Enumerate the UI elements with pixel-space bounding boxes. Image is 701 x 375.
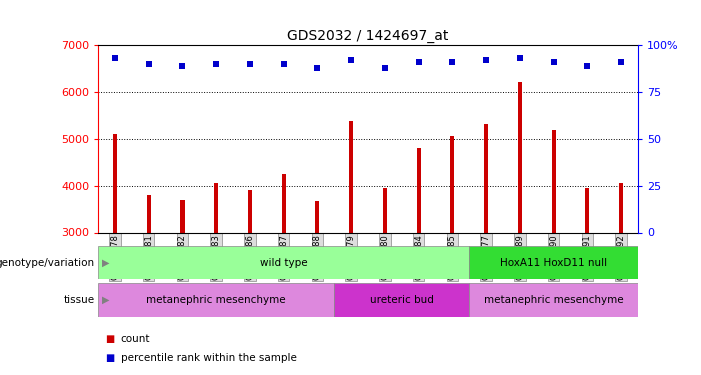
Bar [484, 124, 488, 232]
Bar [113, 134, 117, 232]
Bar [469, 283, 638, 317]
Bar [619, 183, 623, 232]
Bar [416, 148, 421, 232]
Point [143, 61, 154, 67]
Title: GDS2032 / 1424697_at: GDS2032 / 1424697_at [287, 28, 449, 43]
Point [413, 59, 424, 65]
Bar [248, 190, 252, 232]
Bar [383, 188, 387, 232]
Point [210, 61, 222, 67]
Point [379, 64, 390, 70]
Text: percentile rank within the sample: percentile rank within the sample [121, 353, 297, 363]
Bar [349, 121, 353, 232]
Point [515, 55, 526, 61]
Bar [334, 283, 469, 317]
Point [346, 57, 357, 63]
Text: HoxA11 HoxD11 null: HoxA11 HoxD11 null [500, 258, 607, 267]
Text: ▶: ▶ [102, 295, 109, 305]
Bar [518, 82, 522, 232]
Text: ureteric bud: ureteric bud [370, 295, 434, 305]
Bar [552, 130, 556, 232]
Text: ▶: ▶ [102, 258, 109, 267]
Text: genotype/variation: genotype/variation [0, 258, 95, 267]
Point [278, 61, 290, 67]
Bar [147, 195, 151, 232]
Point [245, 61, 256, 67]
Bar [315, 201, 320, 232]
Bar [215, 183, 218, 232]
Point [582, 63, 593, 69]
Text: wild type: wild type [260, 258, 308, 267]
Point [480, 57, 491, 63]
Point [312, 64, 323, 70]
Point [177, 63, 188, 69]
Bar [469, 246, 638, 279]
Point [615, 59, 627, 65]
Text: tissue: tissue [64, 295, 95, 305]
Text: metanephric mesenchyme: metanephric mesenchyme [147, 295, 286, 305]
Bar [98, 246, 469, 279]
Point [548, 59, 559, 65]
Point [447, 59, 458, 65]
Bar [180, 200, 184, 232]
Point [109, 55, 121, 61]
Text: ■: ■ [105, 334, 114, 344]
Bar [450, 136, 454, 232]
Bar [98, 283, 334, 317]
Bar [282, 174, 286, 232]
Text: count: count [121, 334, 150, 344]
Text: metanephric mesenchyme: metanephric mesenchyme [484, 295, 623, 305]
Bar [585, 188, 590, 232]
Text: ■: ■ [105, 353, 114, 363]
